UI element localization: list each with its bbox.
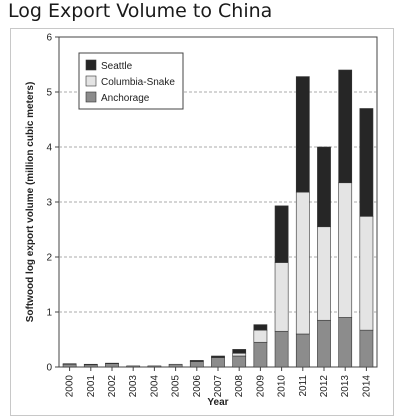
x-tick-label: 2010 (277, 375, 288, 398)
x-tick-label: 2000 (65, 375, 76, 398)
page-title: Log Export Volume to China (8, 0, 273, 22)
bar-segment-anchorage (62, 363, 77, 368)
bar-segment-columbia-snake (359, 216, 374, 331)
x-tick-label: 2014 (361, 375, 372, 398)
bar-segment-anchorage (105, 363, 119, 368)
bar-segment-anchorage (338, 317, 353, 368)
bar-segment-seattle (83, 363, 98, 366)
bar-segment-columbia-snake (317, 226, 331, 321)
bar-segment-anchorage (232, 355, 247, 368)
legend-label: Anchorage (101, 93, 150, 104)
x-tick-label: 2003 (128, 375, 139, 398)
bar-segment-seattle (62, 363, 77, 365)
legend-swatch (85, 59, 97, 71)
y-tick-label: 1 (46, 308, 52, 319)
x-tick-label: 2002 (107, 375, 118, 398)
x-tick-label: 2008 (234, 375, 245, 398)
y-tick-label: 6 (46, 33, 52, 44)
bar-segment-anchorage (317, 319, 331, 368)
bar-segment-seattle (105, 362, 119, 364)
y-tick-label: 0 (46, 363, 52, 374)
legend-swatch (85, 91, 97, 103)
legend-label: Columbia-Snake (101, 77, 175, 88)
bar-segment-seattle (232, 349, 247, 354)
x-tick-label: 2012 (319, 375, 330, 398)
bar-segment-anchorage (83, 364, 98, 368)
bar-segment-seattle (211, 355, 225, 358)
bar-segment-anchorage (274, 330, 289, 368)
bar-segment-columbia-snake (295, 191, 310, 335)
y-tick-label: 2 (46, 253, 52, 264)
chart-canvas: 0 1 2 3 4 5 6 2000 2001 2002 2003 2004 2005 2006 2007 2… (25, 33, 378, 408)
legend-box (78, 52, 184, 110)
x-tick-label: 2007 (213, 375, 224, 398)
x-axis-title: Year (207, 397, 228, 408)
y-tick-label: 3 (46, 198, 52, 209)
bar-segment-anchorage (253, 341, 268, 368)
x-tick-label: 2009 (255, 375, 266, 398)
y-tick-label: 4 (46, 143, 52, 154)
bar-segment-anchorage (189, 361, 204, 368)
bar-segment-anchorage (295, 333, 310, 368)
bar-segment-seattle (338, 69, 353, 184)
x-tick-label: 2004 (149, 375, 160, 398)
y-axis-title: Softwood log export volume (million cubi… (25, 82, 36, 323)
bar-segment-seattle (253, 324, 268, 331)
x-tick-label: 2001 (86, 375, 97, 398)
bar-segment-columbia-snake (232, 352, 247, 357)
legend-label: Seattle (101, 61, 133, 72)
bar-segment-columbia-snake (338, 182, 353, 318)
bar-segment-anchorage (126, 365, 141, 368)
bar-segment-anchorage (359, 329, 374, 368)
legend-swatch (85, 75, 97, 87)
bar-segment-seattle (189, 360, 204, 362)
y-tick-label: 5 (46, 88, 52, 99)
bar-segment-anchorage (168, 363, 183, 368)
chart-figure: 0 1 2 3 4 5 6 2000 2001 2002 2003 2004 2005 2006 2007 2… (10, 28, 394, 416)
bar-segment-columbia-snake (274, 262, 289, 332)
bar-segment-seattle (274, 205, 289, 263)
x-tick-label: 2006 (192, 375, 203, 398)
bar-segment-anchorage (147, 365, 162, 368)
bar-segment-seattle (317, 146, 331, 228)
bar-segment-anchorage (211, 357, 225, 368)
x-tick-label: 2005 (171, 375, 182, 398)
bar-segment-seattle (295, 76, 310, 193)
bar-segment-seattle (359, 108, 374, 217)
x-tick-label: 2013 (340, 375, 351, 398)
x-tick-label: 2011 (298, 375, 309, 397)
bar-segment-columbia-snake (253, 329, 268, 343)
